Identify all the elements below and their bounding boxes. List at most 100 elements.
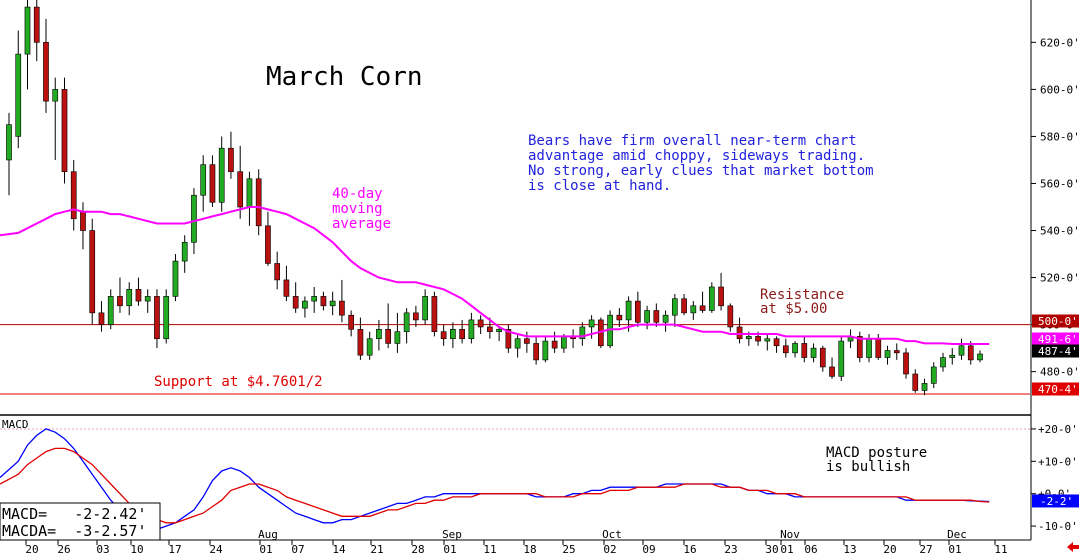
candle bbox=[727, 303, 734, 332]
candle bbox=[708, 282, 715, 313]
candle bbox=[736, 317, 743, 344]
candle-body bbox=[958, 345, 965, 356]
candle bbox=[172, 254, 179, 302]
candle-body bbox=[967, 345, 974, 361]
candle-body bbox=[487, 326, 493, 332]
candle-body bbox=[718, 286, 724, 307]
candle bbox=[912, 369, 919, 393]
candle bbox=[579, 322, 586, 346]
candle bbox=[302, 296, 308, 318]
candle-body bbox=[524, 338, 530, 344]
price-tick-label: 600-0' bbox=[1040, 83, 1080, 96]
price-tick-label: 620-0' bbox=[1040, 36, 1080, 49]
candle bbox=[200, 155, 207, 212]
macda-line bbox=[0, 447, 990, 524]
candle bbox=[52, 77, 59, 160]
candle bbox=[348, 310, 355, 337]
candle bbox=[829, 357, 835, 379]
candle bbox=[181, 235, 188, 273]
candle bbox=[329, 291, 336, 316]
candle bbox=[699, 291, 706, 313]
candle bbox=[930, 362, 937, 389]
x-month-label: Aug bbox=[258, 528, 278, 541]
candle bbox=[940, 352, 946, 372]
candle-body bbox=[866, 338, 872, 358]
x-month-label: Oct bbox=[602, 528, 622, 541]
macd-tag-label: -2-2' bbox=[1040, 495, 1073, 508]
candle-body bbox=[376, 329, 382, 340]
candle bbox=[542, 336, 549, 363]
candle-body bbox=[496, 329, 502, 332]
candle-body bbox=[579, 326, 586, 340]
candle-body bbox=[52, 89, 59, 102]
candle-body bbox=[329, 300, 336, 307]
candle bbox=[209, 155, 216, 207]
candle bbox=[884, 345, 891, 365]
candle bbox=[311, 286, 318, 313]
candle bbox=[61, 77, 68, 184]
candle-body bbox=[903, 352, 909, 375]
candle bbox=[218, 136, 225, 212]
price-tick-label: 560-0' bbox=[1040, 177, 1080, 190]
candle bbox=[958, 338, 965, 360]
candle-body bbox=[413, 312, 419, 321]
candle bbox=[662, 310, 669, 332]
price-tick-label: 480-0' bbox=[1040, 366, 1080, 379]
candle bbox=[505, 324, 512, 353]
candle-body bbox=[505, 329, 512, 349]
candle-body bbox=[625, 300, 632, 321]
candle bbox=[237, 145, 244, 219]
x-day-label: 26 bbox=[57, 543, 70, 555]
candle-body bbox=[634, 300, 641, 323]
candle bbox=[671, 294, 678, 327]
ma-label: 40-day moving average bbox=[332, 186, 391, 232]
macd-tag: -2-2' bbox=[1032, 494, 1079, 508]
candle bbox=[653, 303, 660, 327]
candle bbox=[154, 289, 160, 349]
candle bbox=[24, 0, 31, 90]
scroll-left-arrow-icon[interactable] bbox=[1067, 542, 1079, 552]
candle-body bbox=[255, 178, 262, 227]
candle bbox=[514, 334, 521, 358]
candle-body bbox=[15, 53, 22, 137]
ma-label-line-2: moving bbox=[332, 201, 383, 217]
candle bbox=[339, 279, 345, 323]
candle-body bbox=[671, 298, 678, 316]
candle-body bbox=[292, 296, 299, 309]
candle-body bbox=[274, 263, 281, 281]
candle bbox=[764, 334, 771, 351]
candle-body bbox=[218, 147, 225, 203]
candle-body bbox=[533, 343, 539, 361]
candle-body bbox=[422, 296, 428, 321]
ma-label-line-1: 40-day bbox=[332, 186, 383, 202]
candle-body bbox=[893, 350, 900, 354]
candle bbox=[533, 336, 539, 365]
price-tag: 487-4' bbox=[1032, 344, 1079, 358]
x-day-label: 21 bbox=[370, 543, 383, 555]
candle bbox=[33, 0, 40, 62]
macd-tick-label: +20-0' bbox=[1038, 423, 1078, 436]
candle-body bbox=[320, 296, 327, 307]
x-day-label: 07 bbox=[291, 543, 304, 555]
commentary-text: Bears have firm overall near-term chart … bbox=[528, 133, 882, 194]
candle bbox=[477, 315, 484, 335]
candle-body bbox=[736, 326, 743, 340]
macd-posture-label: MACD posture is bullish bbox=[826, 445, 936, 475]
candle bbox=[903, 348, 909, 379]
price-tag: 500-0' bbox=[1032, 314, 1079, 328]
candle-body bbox=[459, 329, 465, 340]
x-day-label: 20 bbox=[25, 543, 38, 555]
candle bbox=[144, 289, 151, 313]
candle-body bbox=[940, 357, 946, 368]
candle-body bbox=[930, 366, 937, 384]
candle-body bbox=[450, 329, 456, 340]
candle-body bbox=[440, 331, 447, 340]
candle-body bbox=[117, 296, 123, 307]
candle-body bbox=[755, 336, 761, 342]
candle-body bbox=[782, 345, 789, 354]
candle bbox=[819, 345, 826, 372]
price-tick-label: 540-0' bbox=[1040, 225, 1080, 238]
candle bbox=[366, 331, 373, 360]
x-month-label: Sep bbox=[442, 528, 462, 541]
x-day-label: 01 bbox=[780, 543, 793, 555]
